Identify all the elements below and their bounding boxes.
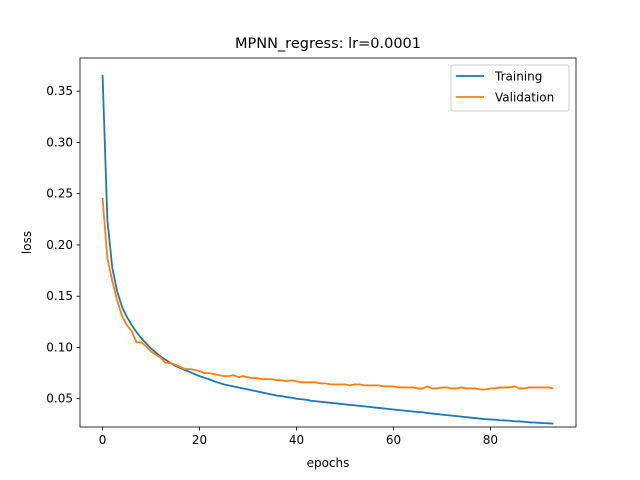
chart-title: MPNN_regress: lr=0.0001: [235, 36, 421, 52]
legend-label-validation: Validation: [495, 91, 554, 105]
x-axis-ticks: 0 20 40 60 80: [99, 427, 498, 447]
y-tick-label: 0.15: [46, 289, 73, 303]
y-tick-label: 0.35: [46, 84, 73, 98]
plot-area: [79, 57, 577, 428]
axes-frame: [79, 57, 577, 428]
series-line-validation: [101, 197, 554, 391]
y-tick-label: 0.20: [46, 238, 73, 252]
x-tick-label: 40: [289, 433, 304, 447]
y-tick-label: 0.10: [46, 340, 73, 354]
x-axis-label: epochs: [307, 456, 350, 470]
x-tick-label: 20: [192, 433, 207, 447]
x-tick-label: 0: [99, 433, 107, 447]
x-tick-label: 80: [483, 433, 498, 447]
y-axis-label: loss: [20, 231, 34, 254]
y-tick-label: 0.25: [46, 187, 73, 201]
y-tick-label: 0.30: [46, 135, 73, 149]
series-lines: [101, 74, 554, 425]
legend-label-training: Training: [494, 70, 542, 84]
series-line-training: [101, 74, 554, 425]
y-tick-label: 0.05: [46, 392, 73, 406]
x-tick-label: 60: [386, 433, 401, 447]
y-axis-ticks: 0.05 0.10 0.15 0.20 0.25 0.30 0.35: [46, 84, 80, 406]
legend: Training Validation: [450, 64, 570, 112]
